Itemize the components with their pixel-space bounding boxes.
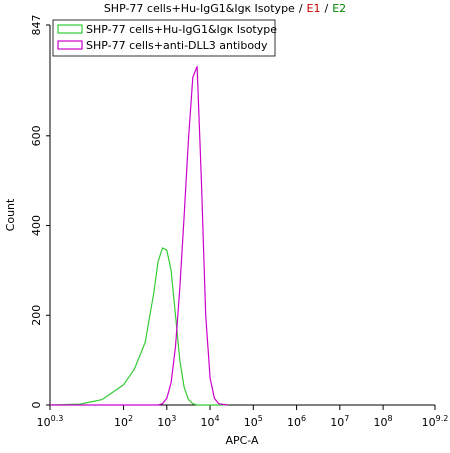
y-tick-label: 600 [30,125,43,146]
x-tick-base: 10 [157,416,171,429]
x-tick-base: 10 [114,416,128,429]
y-tick-label: 0 [30,402,43,409]
x-tick-label: 103 [157,414,176,429]
x-tick-label: 107 [330,414,349,429]
x-tick-exponent: 6 [301,414,306,423]
x-tick-label: 106 [287,414,306,429]
x-tick-exponent: 9.2 [436,414,449,423]
x-tick-exponent: 0.3 [51,414,64,423]
legend-label: SHP-77 cells+Hu-IgG1&Igκ Isotype [86,23,277,36]
title-text: SHP-77 cells+Hu-IgG1&Igκ Isotype [104,2,295,15]
y-axis-label: Count [4,198,17,231]
y-tick-label: 200 [30,305,43,326]
x-tick-label: 104 [201,414,220,429]
x-tick-base: 10 [330,416,344,429]
x-axis-label: APC-A [225,434,259,447]
legend-swatch [57,40,83,50]
x-tick-exponent: 3 [171,414,176,423]
y-tick-label: 400 [30,215,43,236]
legend-box [52,19,276,57]
x-tick-exponent: 7 [344,414,349,423]
title-separator: / [325,2,329,15]
x-tick-base: 10 [201,416,215,429]
histogram-line [49,247,228,406]
x-tick-label: 100.3 [37,414,64,429]
gate-label: E2 [332,2,346,15]
x-tick-label: 109.2 [422,414,449,429]
chart-title: SHP-77 cells+Hu-IgG1&Igκ Isotype / E1/E2 [104,2,346,15]
x-tick-label: 108 [374,414,393,429]
legend-label: SHP-77 cells+anti-DLL3 antibody [86,39,268,52]
y-tick-label: 847 [30,15,43,36]
x-tick-label: 102 [114,414,133,429]
x-tick-exponent: 4 [215,414,220,423]
x-tick-base: 10 [37,416,51,429]
title-separator: / [299,2,303,15]
x-tick-exponent: 5 [258,414,263,423]
x-tick-base: 10 [422,416,436,429]
x-tick-exponent: 2 [128,414,133,423]
x-tick-exponent: 8 [388,414,393,423]
x-tick-label: 105 [244,414,263,429]
gate-label: E1 [307,2,321,15]
legend-swatch [57,24,83,34]
x-tick-base: 10 [374,416,388,429]
histogram-line [50,66,228,406]
x-tick-base: 10 [287,416,301,429]
x-tick-base: 10 [244,416,258,429]
